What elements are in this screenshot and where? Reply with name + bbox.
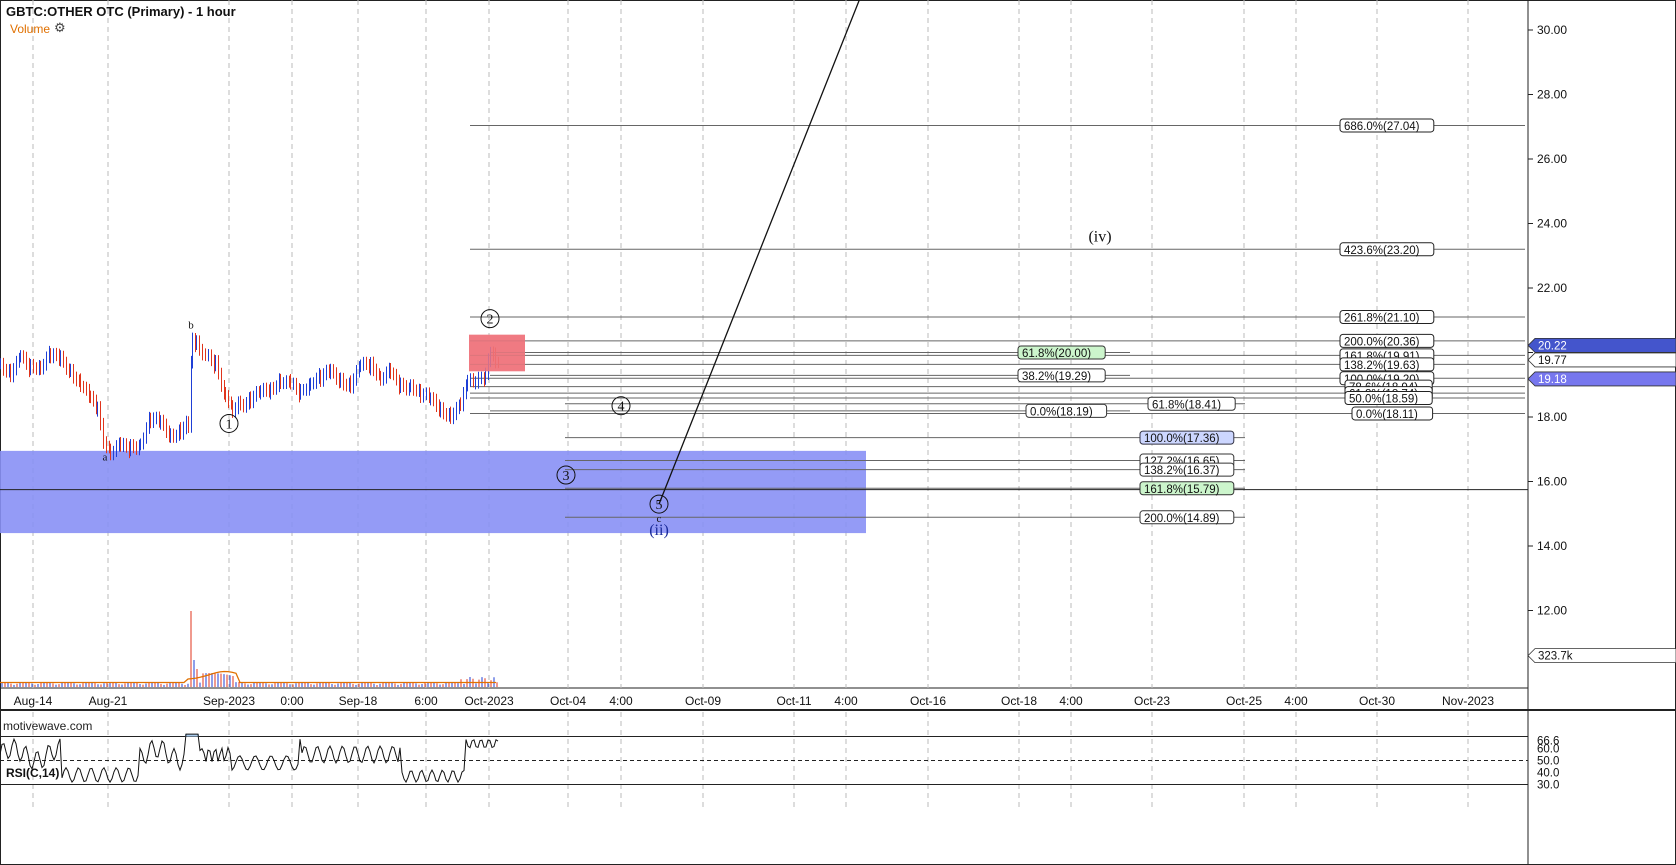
price-marker-label: 323.7k bbox=[1538, 651, 1573, 663]
fib-label-box bbox=[1344, 390, 1433, 405]
fib-label-box bbox=[1139, 430, 1235, 445]
rsi-tick-label: 66.6 bbox=[1537, 736, 1559, 748]
gear-icon[interactable]: ⚙ bbox=[54, 21, 66, 36]
rsi-line bbox=[0, 733, 499, 784]
time-tick-label: 4:00 bbox=[1284, 694, 1308, 708]
price-marker-label: 19.77 bbox=[1538, 355, 1567, 367]
fib-level-label: 200.0%(20.36) bbox=[1344, 336, 1420, 348]
fib-label-box bbox=[1339, 333, 1435, 348]
price-tick-label: 28.00 bbox=[1537, 88, 1567, 102]
price-marker-label: 19.18 bbox=[1538, 374, 1567, 386]
wave-circle bbox=[649, 494, 669, 514]
time-tick-label: Oct-04 bbox=[550, 694, 586, 708]
projection-arrow bbox=[658, 0, 861, 505]
price-tick-label: 24.00 bbox=[1537, 217, 1567, 231]
fib-label-box bbox=[1339, 242, 1435, 257]
time-tick-label: Oct-30 bbox=[1359, 694, 1395, 708]
fib-level-label: 200.0%(14.89) bbox=[1144, 513, 1220, 525]
wave-label: b bbox=[188, 319, 194, 331]
fib-label-box bbox=[1339, 118, 1435, 133]
fib-level-label: 161.8%(15.79) bbox=[1144, 484, 1220, 496]
blue-support-zone bbox=[0, 450, 866, 534]
wave-label: a bbox=[103, 452, 108, 464]
rsi-tick-label: 60.0 bbox=[1537, 744, 1559, 756]
rsi-tick-label: 40.0 bbox=[1537, 768, 1559, 780]
time-tick-label: Oct-25 bbox=[1226, 694, 1262, 708]
fib-level-label: 686.0%(27.04) bbox=[1344, 121, 1420, 133]
time-tick-label: Oct-16 bbox=[910, 694, 946, 708]
rsi-label: RSI(C,14) bbox=[6, 766, 60, 780]
wave-circle bbox=[556, 465, 576, 485]
price-tick-label: 30.00 bbox=[1537, 23, 1567, 37]
wave-label: (iv) bbox=[1088, 228, 1111, 245]
fib-level-label: 61.8%(20.00) bbox=[1022, 348, 1091, 360]
wave-circle bbox=[480, 309, 500, 329]
wave-label: c bbox=[657, 513, 662, 525]
fib-level-label: 261.8%(21.10) bbox=[1344, 313, 1420, 325]
fib-level-label: 100.0%(17.36) bbox=[1144, 433, 1220, 445]
price-tick-label: 22.00 bbox=[1537, 281, 1567, 295]
fib-level-label: 423.6%(23.20) bbox=[1344, 245, 1420, 257]
time-tick-label: Sep-18 bbox=[339, 694, 378, 708]
price-marker bbox=[1527, 371, 1676, 387]
fib-label-box bbox=[1147, 396, 1236, 411]
price-marker bbox=[1527, 338, 1676, 353]
fib-label-box bbox=[1139, 462, 1235, 477]
wave-label: (ii) bbox=[649, 522, 669, 539]
time-tick-label: 4:00 bbox=[1059, 694, 1083, 708]
time-tick-label: 6:00 bbox=[414, 694, 438, 708]
time-tick-label: 4:00 bbox=[834, 694, 858, 708]
time-tick-label: Oct-2023 bbox=[464, 694, 514, 708]
time-tick-label: Nov-2023 bbox=[1442, 694, 1494, 708]
wave-label: 4 bbox=[618, 400, 625, 415]
fib-level-label: 138.2%(16.37) bbox=[1144, 465, 1220, 477]
volume-moving-average bbox=[0, 670, 496, 684]
fib-level-label: 61.8%(18.41) bbox=[1152, 399, 1221, 411]
wave-label: 5 bbox=[656, 498, 663, 513]
wave-label: 1 bbox=[226, 417, 233, 432]
time-tick-label: Oct-09 bbox=[685, 694, 721, 708]
price-marker bbox=[1527, 648, 1676, 664]
fib-label-box bbox=[1139, 481, 1235, 496]
fib-label-box bbox=[1339, 357, 1435, 372]
time-tick-label: 0:00 bbox=[280, 694, 304, 708]
time-tick-label: 4:00 bbox=[609, 694, 633, 708]
fib-level-label: 50.0%(18.59) bbox=[1349, 393, 1418, 405]
price-marker-label: 20.22 bbox=[1538, 340, 1567, 352]
wave-circle bbox=[219, 413, 239, 433]
fib-label-box bbox=[1025, 403, 1108, 418]
fib-label-box bbox=[1351, 406, 1434, 421]
rsi-tick-label: 50.0 bbox=[1537, 756, 1559, 768]
time-tick-label: Sep-2023 bbox=[203, 694, 255, 708]
time-tick-label: Aug-21 bbox=[89, 694, 128, 708]
wave-label: 2 bbox=[487, 313, 494, 328]
price-tick-label: 14.00 bbox=[1537, 539, 1567, 553]
watermark: motivewave.com bbox=[3, 719, 93, 733]
fib-level-label: 0.0%(18.11) bbox=[1356, 409, 1418, 421]
fib-label-box bbox=[1017, 368, 1106, 383]
fib-label-box bbox=[1339, 310, 1435, 325]
time-tick-label: Oct-23 bbox=[1134, 694, 1170, 708]
wave-label: 3 bbox=[563, 469, 570, 484]
fib-level-label: 38.2%(19.29) bbox=[1022, 371, 1091, 383]
time-tick-label: Oct-11 bbox=[776, 694, 811, 708]
price-tick-label: 18.00 bbox=[1537, 410, 1567, 424]
volume-indicator-label[interactable]: Volume bbox=[10, 22, 51, 36]
fib-level-label: 0.0%(18.19) bbox=[1030, 406, 1093, 418]
rsi-tick-label: 30.0 bbox=[1537, 780, 1559, 792]
fib-label-box bbox=[1017, 345, 1106, 360]
price-tick-label: 12.00 bbox=[1537, 604, 1567, 618]
price-marker bbox=[1527, 352, 1676, 368]
time-tick-label: Aug-14 bbox=[14, 694, 53, 708]
wave-circle bbox=[611, 396, 631, 416]
price-tick-label: 16.00 bbox=[1537, 475, 1567, 489]
fib-label-box bbox=[1139, 510, 1235, 525]
time-tick-label: Oct-18 bbox=[1001, 694, 1037, 708]
chart-title: GBTC:OTHER OTC (Primary) - 1 hour bbox=[6, 4, 236, 19]
price-tick-label: 26.00 bbox=[1537, 152, 1567, 166]
fib-level-label: 138.2%(19.63) bbox=[1344, 360, 1420, 372]
red-zone-overlay bbox=[469, 334, 525, 372]
